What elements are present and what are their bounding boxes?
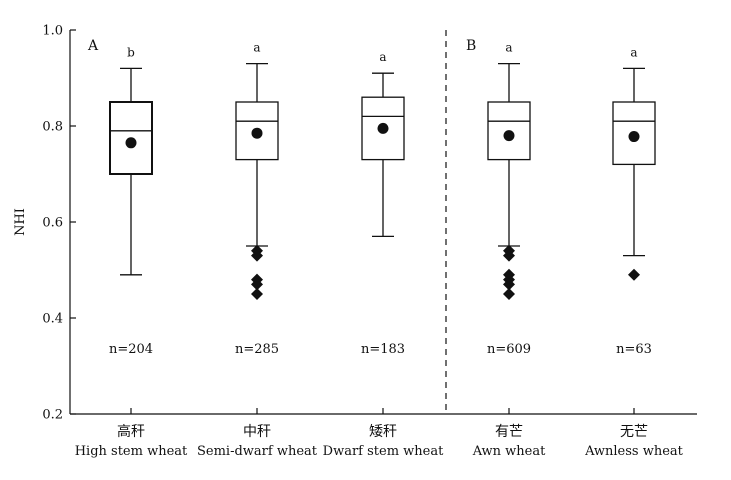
box-groups: b n=204 高秆 High stem wheat a n=285 中秆 Semi-dwar… (75, 41, 684, 459)
category-label-cn: 矮秆 (369, 424, 397, 440)
mean-point (503, 130, 515, 142)
sample-size-label: n=183 (361, 342, 405, 357)
y-axis-label: NHI (13, 208, 28, 236)
significance-letter: a (379, 50, 386, 64)
significance-letter: a (505, 41, 512, 55)
sample-size-label: n=204 (109, 342, 153, 357)
outlier-point (251, 288, 263, 300)
category-label-cn: 有芒 (495, 424, 523, 440)
sample-size-label: n=63 (616, 342, 652, 357)
significance-letter: a (630, 45, 637, 59)
outlier-point (503, 278, 515, 291)
y-tick-label: 0.2 (42, 408, 63, 423)
significance-letter: b (127, 45, 135, 59)
category-label-en: Awnless wheat (584, 444, 684, 459)
mean-point (125, 137, 137, 149)
y-tick-label: 0.4 (42, 312, 63, 327)
category-label-cn: 中秆 (243, 424, 271, 440)
y-tick-label: 0.6 (42, 216, 63, 231)
panel-label: A (87, 38, 99, 54)
outlier-point (628, 268, 640, 281)
outlier-point (251, 249, 263, 262)
sample-size-label: n=609 (487, 342, 531, 357)
box-group: a n=183 矮秆 Dwarf stem wheat (323, 50, 444, 459)
category-label-en: Awn wheat (472, 444, 546, 459)
outlier-point (503, 249, 515, 262)
box-group: b n=204 高秆 High stem wheat (75, 45, 188, 459)
category-label-en: Semi-dwarf wheat (197, 444, 318, 459)
mean-point (628, 131, 640, 143)
box-group: a n=285 中秆 Semi-dwarf wheat (197, 41, 318, 459)
outlier-point (251, 278, 263, 291)
sample-size-label: n=285 (235, 342, 279, 357)
mean-point (251, 127, 263, 139)
y-tick-label: 1.0 (42, 24, 63, 39)
y-ticks: 0.2 0.4 0.6 0.8 1.0 (42, 24, 76, 423)
category-label-cn: 高秆 (117, 423, 145, 440)
mean-point (377, 122, 389, 134)
significance-letter: a (253, 41, 260, 55)
category-label-cn: 无芒 (620, 424, 648, 440)
category-label-en: Dwarf stem wheat (323, 444, 444, 459)
category-label-en: High stem wheat (75, 444, 188, 459)
y-tick-label: 0.8 (42, 120, 63, 135)
panel-label: B (466, 38, 476, 54)
outlier-point (503, 288, 515, 300)
box-group: a n=63 无芒 Awnless wheat (584, 45, 684, 459)
box-group: a n=609 有芒 Awn wheat (472, 41, 546, 459)
